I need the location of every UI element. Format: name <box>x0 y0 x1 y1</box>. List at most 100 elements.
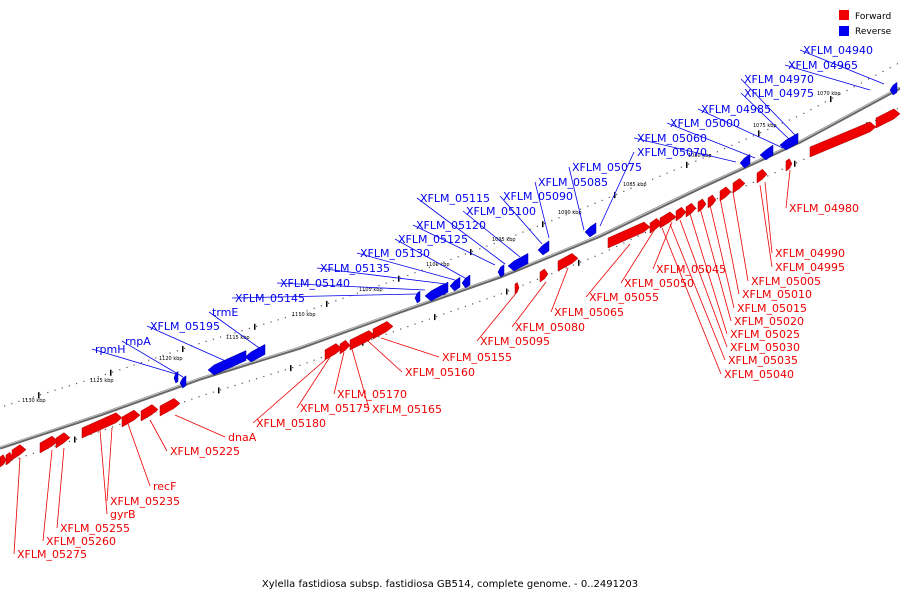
track-dot <box>580 208 582 210</box>
track-dot <box>256 325 258 327</box>
track-dot <box>889 67 891 69</box>
major-tick <box>434 314 436 321</box>
gene-features <box>0 81 900 468</box>
legend: Forward Reverse <box>839 10 892 37</box>
track-dot <box>4 405 6 407</box>
track-dot <box>227 334 229 336</box>
track-dot <box>565 267 567 269</box>
major-tick <box>74 436 76 443</box>
gene-label-xflm-05085: XFLM_05085 <box>538 176 608 189</box>
track-dot <box>162 354 164 357</box>
leader-line-xflm-05135 <box>316 267 447 285</box>
forward-gene-arrow <box>349 330 376 351</box>
track-dot <box>846 89 848 92</box>
track-dot <box>587 258 589 260</box>
track-dot <box>335 300 337 302</box>
forward-gene-arrow <box>557 253 579 272</box>
track-dot <box>853 86 855 88</box>
track-dot <box>587 205 589 207</box>
leader-line-xflm-04940 <box>799 49 885 85</box>
leader-line-rpmh <box>91 348 177 375</box>
track-dot <box>508 290 510 292</box>
track-dot <box>47 391 49 394</box>
track-dot <box>472 250 474 253</box>
major-tick <box>182 345 184 352</box>
forward-gene-arrow <box>39 435 59 454</box>
gene-label-xflm-04980: XFLM_04980 <box>789 202 859 215</box>
track-dot <box>868 78 870 80</box>
track-dot <box>90 433 92 435</box>
track-dot <box>882 70 884 73</box>
track-dot <box>392 280 394 282</box>
leader-line-xflm-05055 <box>585 243 631 298</box>
leader-line-dnaa <box>174 414 226 438</box>
gene-label-recf: recF <box>153 480 176 493</box>
gene-label-rnpa: rnpA <box>125 335 151 348</box>
leader-line-xflm-04985 <box>697 108 784 149</box>
leader-line-xflm-05080 <box>511 281 547 328</box>
track-dot <box>644 231 646 234</box>
track-dot <box>594 202 596 204</box>
track-dot <box>248 380 250 382</box>
forward-gene-arrow <box>732 178 746 194</box>
track-dot <box>464 305 466 308</box>
gene-label-xflm-05025: XFLM_05025 <box>730 328 800 341</box>
track-dot <box>212 391 214 393</box>
track-dot <box>616 245 618 248</box>
track-dot <box>54 445 56 447</box>
leader-line-xflm-05000 <box>666 122 756 159</box>
gene-leader-lines <box>13 49 885 555</box>
track-dot <box>493 242 495 245</box>
tick-label: 1125 kbp <box>90 378 114 384</box>
reverse-gene-arrow <box>173 371 179 384</box>
gene-labels: XFLM_04940 XFLM_04965XFLM_04970XFLM_04975… <box>17 44 873 561</box>
track-dot <box>745 184 747 187</box>
track-dot <box>551 220 553 222</box>
leader-line-xflm-05025 <box>689 213 728 335</box>
major-tick <box>254 323 256 330</box>
track-dot <box>220 389 222 391</box>
track-dot <box>104 373 106 376</box>
legend-label-forward: Forward <box>855 12 891 22</box>
genome-caption: Xylella fastidiosa subsp. fastidiosa GB5… <box>262 579 638 590</box>
track-dot <box>781 168 783 170</box>
track-dot <box>608 196 610 199</box>
forward-gene-arrow <box>5 451 14 466</box>
track-dot <box>263 375 265 378</box>
reverse-gene-arrow <box>889 81 898 96</box>
track-dot <box>832 97 834 99</box>
gene-label-dnaa: dnaA <box>228 431 257 444</box>
major-tick <box>578 259 580 266</box>
track-dot <box>234 384 236 387</box>
track-dot <box>724 147 726 150</box>
track-dot <box>320 305 322 307</box>
forward-gene-arrow <box>514 282 520 295</box>
forward-gene-arrow <box>324 343 343 361</box>
leader-line-xflm-05070 <box>599 151 635 227</box>
track-dot <box>198 343 200 345</box>
leader-line-xflm-05120 <box>412 224 496 266</box>
track-dot <box>630 238 632 241</box>
leader-line-xflm-05020 <box>699 207 732 322</box>
track-dot <box>659 175 661 177</box>
track-dot <box>803 158 805 160</box>
leader-line-xflm-05275 <box>13 457 21 555</box>
track-dot <box>486 245 488 247</box>
track-dot <box>104 428 106 431</box>
track-dot <box>227 387 229 389</box>
forward-gene-arrow <box>121 409 141 428</box>
tick-label: 1105 kbp <box>359 287 383 293</box>
track-dot <box>472 303 474 305</box>
track-dot <box>457 308 459 310</box>
gene-label-xflm-05100: XFLM_05100 <box>466 205 536 218</box>
gene-label-xflm-04965: XFLM_04965 <box>788 59 858 72</box>
track-dot <box>356 292 358 294</box>
leader-line-rnpa <box>121 340 184 378</box>
track-dot <box>112 426 114 428</box>
track-dot <box>623 242 625 244</box>
track-dot <box>421 269 423 271</box>
track-dot <box>810 108 812 111</box>
leader-line-xflm-05075 <box>568 166 585 231</box>
forward-gene-arrow <box>81 412 123 439</box>
